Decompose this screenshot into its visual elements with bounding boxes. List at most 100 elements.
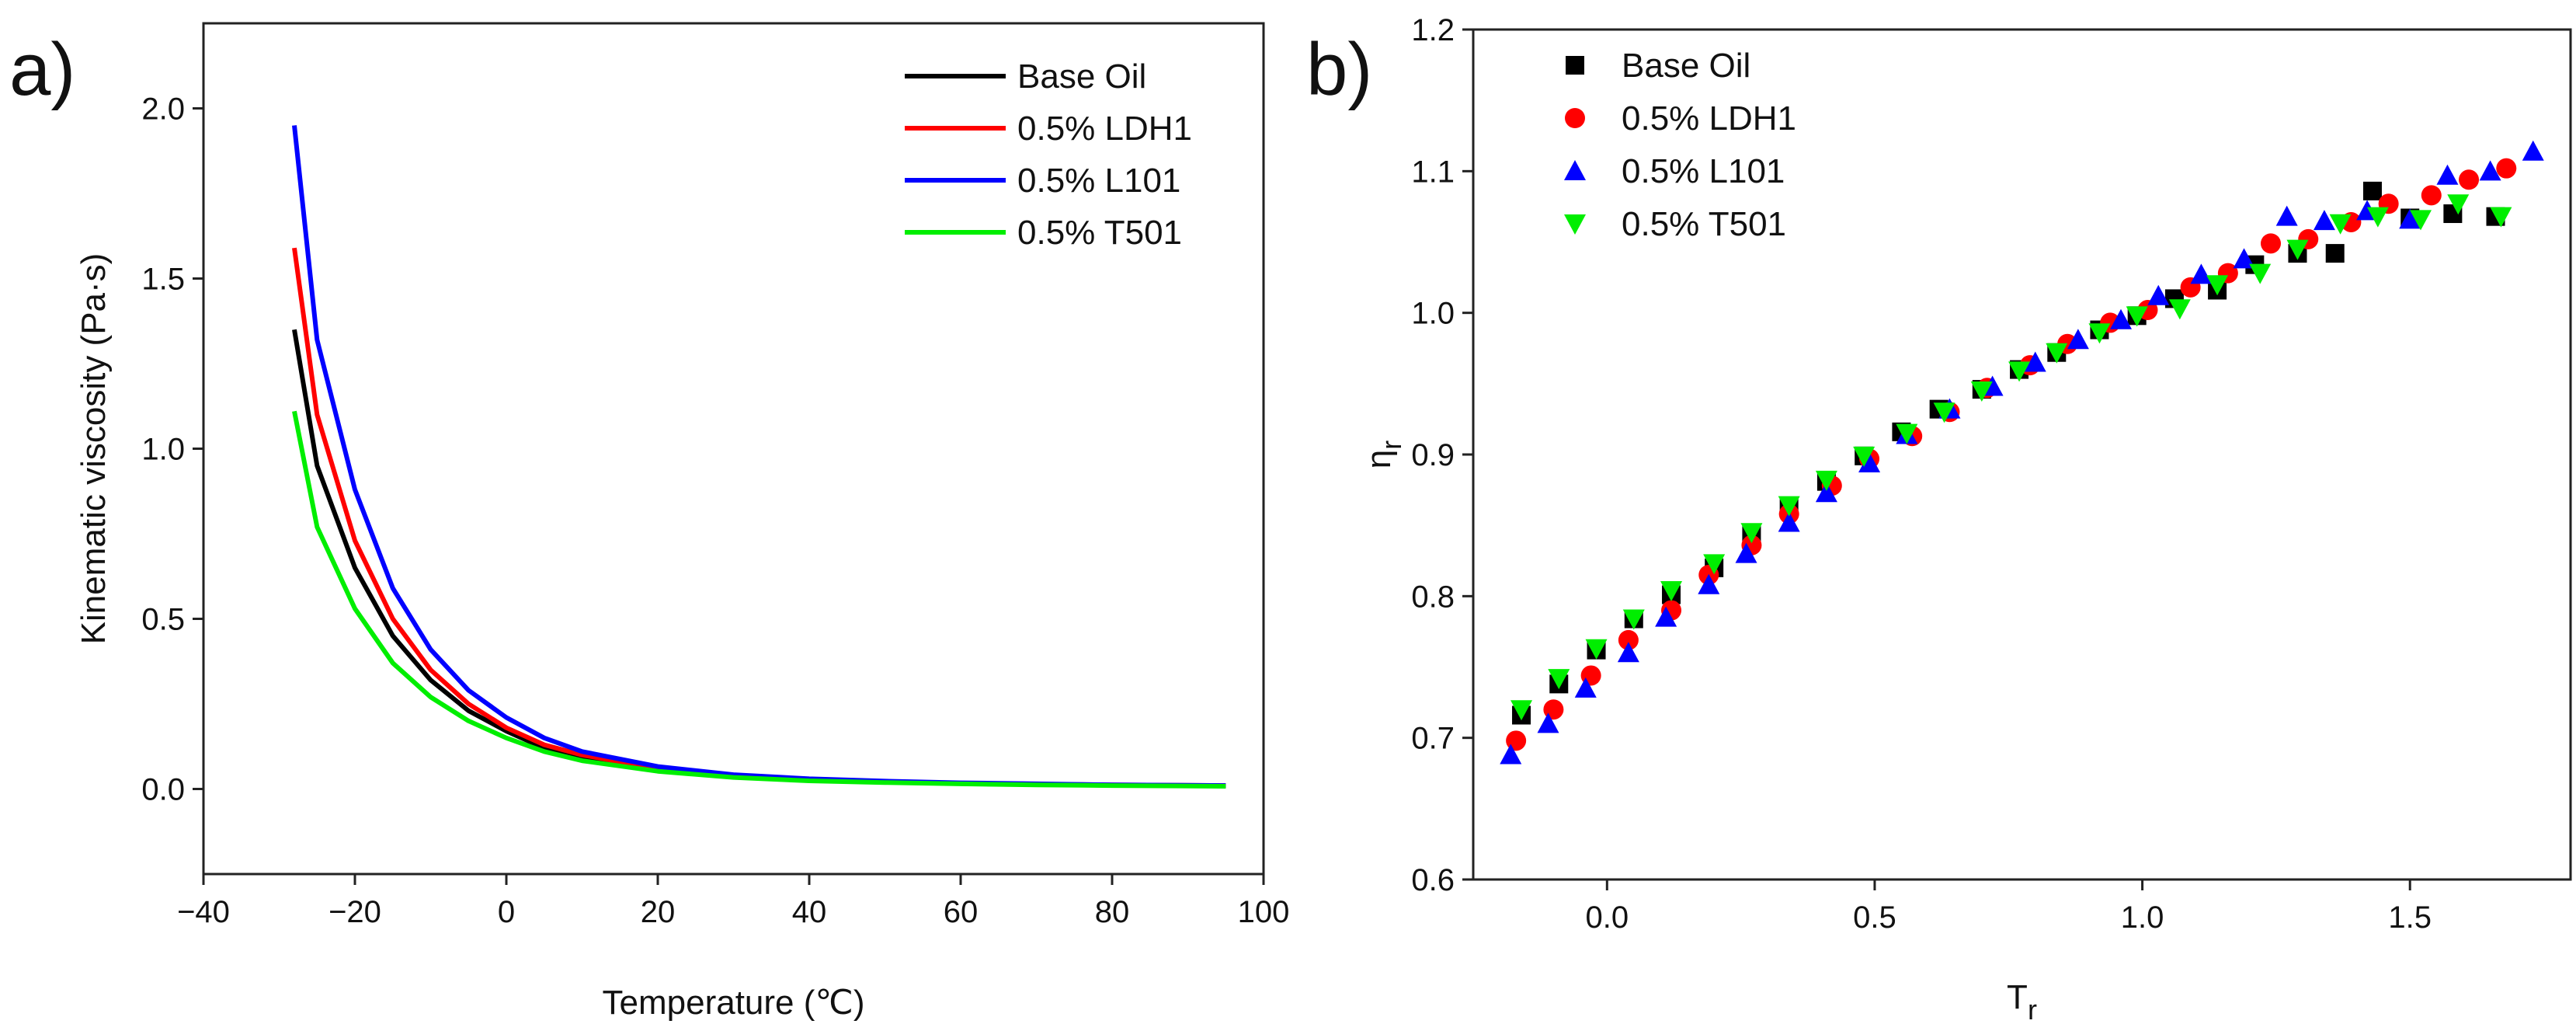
series-line-0-5-ldh1 [292, 247, 1226, 789]
data-point-0-5-l101 [1537, 712, 1559, 733]
panel-b-x-axis-label-main: T [2007, 978, 2028, 1016]
panel-b-y-axis-label: ηr [1360, 441, 1407, 468]
data-point-0-5-t501 [2286, 239, 2309, 260]
data-point-0-5-l101 [1778, 511, 1800, 532]
data-point-0-5-t501 [2168, 299, 2191, 320]
data-point-0-5-t501 [2088, 323, 2111, 344]
panel-b-label: b) [1306, 28, 1372, 111]
data-point-0-5-l101 [1574, 677, 1597, 698]
data-point-0-5-t501 [1778, 496, 1800, 517]
data-point-0-5-t501 [1585, 639, 1608, 660]
data-point-0-5-l101 [2275, 205, 2298, 226]
data-point-0-5-t501 [1853, 446, 1876, 467]
panel-a-x-tick-label: −20 [329, 895, 381, 929]
data-point-0-5-t501 [1622, 609, 1645, 630]
legend-label-0-5-l101: 0.5% L101 [1622, 152, 1785, 190]
data-point-0-5-l101 [2313, 210, 2335, 231]
legend-label-base-oil: Base Oil [1622, 47, 1750, 85]
panel-a-x-tick-label: −40 [177, 895, 230, 929]
panel-b-x-tick-label: 1.0 [2121, 900, 2164, 935]
data-point-0-5-t501 [2206, 275, 2229, 296]
panel-b-y-tick-label: 0.7 [1411, 722, 1455, 756]
series-line-0-5-t501 [292, 410, 1226, 789]
data-point-0-5-t501 [2126, 306, 2148, 327]
series-points-0-5-l101 [1500, 140, 2544, 765]
legend-marker-0-5-t501 [1564, 214, 1586, 235]
panel-b-x-tick-label: 0.0 [1586, 900, 1629, 935]
series-points-base-oil [1512, 181, 2505, 725]
data-point-0-5-l101 [1617, 642, 1639, 663]
panel-b-y-tick-label: 0.8 [1411, 580, 1455, 614]
legend-label-0-5-l101: 0.5% L101 [1017, 162, 1180, 200]
data-point-0-5-l101 [1815, 482, 1837, 503]
data-point-0-5-l101 [1735, 542, 1757, 563]
data-point-0-5-l101 [2110, 308, 2133, 329]
legend-label-0-5-ldh1: 0.5% LDH1 [1017, 110, 1192, 148]
panel-a-x-axis-label: Temperature (℃) [603, 984, 865, 1022]
legend-marker-0-5-ldh1 [1565, 108, 1585, 128]
panel-a-x-tick-label: 80 [1095, 895, 1130, 929]
series-points-0-5-ldh1 [1506, 158, 2517, 751]
panel-b-y-axis-label-sub: r [1375, 441, 1407, 450]
panel-a-plot-frame [202, 22, 1265, 876]
data-point-0-5-t501 [1548, 669, 1570, 690]
panel-a-y-tick-label: 1.5 [141, 263, 185, 297]
panel-b-y-tick-label: 1.0 [1411, 297, 1455, 331]
data-point-0-5-t501 [2447, 194, 2470, 215]
panel-b-y-tick-label: 0.6 [1411, 863, 1455, 897]
data-point-0-5-t501 [2008, 361, 2031, 382]
panel-b-scatter-chart: 0.0 0.5 1.0 1.50.60.70.80.91.01.11.2b)TrηrB… [1306, 13, 2572, 1026]
panel-a-y-tick-label: 1.0 [141, 433, 185, 467]
data-point-0-5-t501 [1970, 381, 1993, 402]
data-point-0-5-t501 [1933, 402, 1955, 423]
panel-b-y-tick-label: 0.9 [1411, 438, 1455, 472]
panel-a-y-tick-label: 2.0 [141, 92, 185, 127]
data-point-0-5-ldh1 [2496, 158, 2517, 179]
data-point-0-5-l101 [2024, 351, 2046, 372]
data-point-0-5-t501 [1510, 700, 1533, 721]
panel-b-x-tick-label: 0.5 [1853, 900, 1896, 935]
data-point-0-5-t501 [1660, 581, 1683, 602]
data-point-base-oil [2325, 244, 2345, 263]
data-point-0-5-l101 [1858, 451, 1881, 472]
legend-label-0-5-t501: 0.5% T501 [1622, 205, 1786, 243]
panel-b-y-axis-label-main: η [1360, 450, 1398, 468]
data-point-0-5-t501 [2046, 343, 2068, 364]
legend-marker-base-oil [1566, 56, 1584, 75]
data-point-0-5-l101 [2233, 248, 2255, 269]
data-point-0-5-l101 [2067, 329, 2089, 350]
data-point-0-5-t501 [1703, 554, 1726, 575]
data-point-base-oil [2362, 181, 2382, 200]
data-point-0-5-l101 [2147, 284, 2170, 305]
panel-b-y-tick-label: 1.1 [1411, 155, 1455, 189]
panel-a-label: a) [9, 28, 75, 111]
panel-a-y-tick-label: 0.0 [141, 773, 185, 807]
data-point-0-5-ldh1 [1618, 629, 1639, 650]
data-point-0-5-l101 [2436, 164, 2459, 185]
series-line-base-oil [292, 329, 1226, 789]
data-point-0-5-ldh1 [2459, 169, 2480, 190]
panel-b-x-axis-label: Tr [2007, 978, 2037, 1026]
data-point-0-5-t501 [2410, 210, 2432, 231]
legend-marker-0-5-l101 [1564, 160, 1586, 180]
data-point-0-5-l101 [2479, 160, 2501, 181]
data-point-0-5-t501 [1815, 470, 1837, 491]
data-point-0-5-l101 [1655, 606, 1677, 627]
legend-label-0-5-t501: 0.5% T501 [1017, 214, 1182, 252]
data-point-0-5-l101 [1698, 573, 1720, 594]
data-point-0-5-t501 [1740, 523, 1763, 544]
data-point-0-5-l101 [2399, 208, 2421, 229]
data-point-0-5-l101 [2190, 263, 2213, 284]
data-point-0-5-t501 [2249, 263, 2272, 284]
data-point-0-5-ldh1 [2421, 185, 2442, 206]
panel-a-x-tick-label: 20 [641, 895, 676, 929]
panel-b-x-axis-label-sub: r [2028, 994, 2037, 1026]
data-point-0-5-l101 [1500, 744, 1522, 765]
data-point-0-5-t501 [2329, 214, 2352, 235]
series-points-0-5-t501 [1510, 194, 2512, 721]
legend-label-base-oil: Base Oil [1017, 57, 1146, 96]
legend-label-0-5-ldh1: 0.5% LDH1 [1622, 99, 1796, 138]
data-point-0-5-t501 [2490, 207, 2512, 228]
data-point-0-5-t501 [1896, 423, 1918, 444]
data-point-0-5-ldh1 [2261, 233, 2282, 254]
